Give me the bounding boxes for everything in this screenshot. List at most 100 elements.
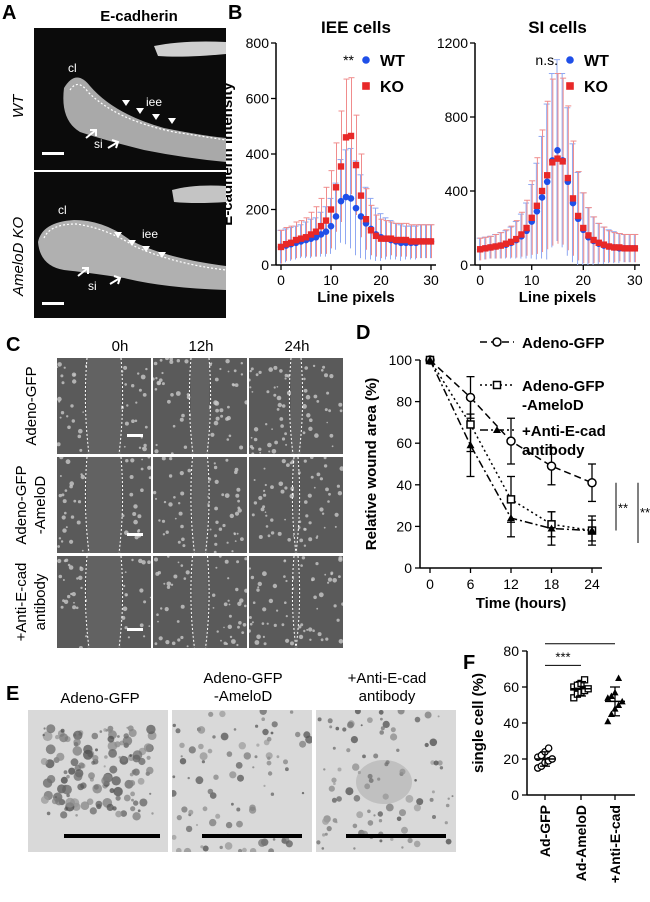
data-point-ko [412,238,420,245]
data-point-ko [427,238,435,245]
chart-si-cells: SI cells 0 400 800 1200 0 10 20 30 Line pixels n.s… [437,18,643,306]
data-point-ko [523,224,530,232]
col-header-12h: 12h [188,338,214,355]
significance-label: ** [618,501,628,516]
data-point-ko [559,158,566,165]
y-tick-label: 40 [503,715,519,731]
y-tick-label: 80 [396,394,412,410]
y-tick-label: 20 [396,518,412,534]
label-iee: iee [142,227,158,241]
label-cl: cl [58,203,67,217]
data-point-ko [422,238,430,245]
x-tick-label: 30 [627,272,643,288]
y-tick-label: 800 [246,35,270,51]
arrow-icon [85,129,97,139]
arrowheads [114,232,166,258]
wound-row-label-line: Adeno-GFP [13,465,30,545]
panel-a-row-label-wt: WT [10,94,27,118]
y-tick-label: 100 [389,352,413,368]
x-axis-label: Line pixels [317,289,395,306]
data-point-ko [590,236,597,244]
x-tick-label: 10 [524,272,540,288]
aggregate-image [172,710,312,852]
scale-bar [64,834,160,838]
panel-label-d: D [356,322,371,344]
legend-label: KO [584,79,608,96]
legend-marker [492,380,502,390]
y-tick-label: 80 [503,643,519,659]
data-point [426,356,434,363]
y-tick-label: 20 [503,751,519,767]
significance-label: *** [555,649,570,664]
x-tick-label: 24 [584,576,600,592]
data-point-wt [554,147,561,154]
wound-row-label-line: Adeno-GFP [23,366,40,446]
aggregate-image [28,710,168,852]
tooth-germ-ko: cl iee si [38,185,226,305]
data-point-ko [362,216,370,223]
data-point-ko [513,235,520,243]
y-tick-label: 0 [404,560,412,576]
data-point-wt [543,178,551,186]
x-tick-label: +Anti-E-cad [607,805,623,883]
data-point-ko [611,244,618,251]
data-point-ko [564,174,572,182]
x-tick-label: 0 [426,576,434,592]
legend-marker [493,426,501,433]
label-si: si [88,279,97,293]
data-point-ko [574,212,582,220]
data-point-ko [549,159,556,166]
wound-image [153,556,247,648]
y-axis-label: Relative wound area (%) [363,378,380,551]
aggregate-image [316,710,456,852]
wound-image [249,457,343,553]
significance-label: ** [640,505,650,520]
data-point-ko [502,240,510,247]
data-point-wt [533,208,541,215]
data-point-wt [352,204,360,212]
y-tick-label: 0 [511,787,519,803]
significance-label: *** [572,640,587,643]
legend-label: Adeno-GFP [522,335,605,352]
wound-row-label: +Anti-E-cad antibody [10,556,54,648]
x-axis-label: Line pixels [519,289,597,306]
chart-iee-cells: IEE cells 0 200 400 600 800 0 10 20 30 Line pixels… [226,18,439,306]
tooth-germ-wt: cl iee si [42,41,226,162]
data-point-wt [342,193,350,201]
caption-anti-ecad: +Anti-E-cad antibody [347,670,427,705]
scale-bar [127,533,143,536]
data-point-ko [337,163,345,170]
data-point-ko [482,245,489,252]
x-tick-label: 10 [323,272,339,288]
scale-bar [127,628,143,631]
data-point-ko [322,217,330,224]
wound-image [57,556,151,648]
data-point-wt [347,195,355,202]
scale-bar [42,152,64,155]
data-point-ko [317,222,325,230]
legend-label: KO [380,79,404,96]
data-point-ko [292,236,300,244]
data-point-ko [626,245,633,252]
scale-bar [127,434,143,437]
data-point-ko [342,134,350,141]
label-si: si [94,137,103,151]
data-point [546,461,557,471]
x-tick-label: 0 [476,272,484,288]
data-point [506,436,516,446]
significance-label: n.s. [535,52,558,68]
data-point-ko [332,184,340,191]
legend-marker [566,82,574,90]
data-point-wt [317,231,325,238]
legend-label: WT [584,53,609,70]
data-point [544,744,553,753]
scale-bar [202,834,302,838]
y-tick-label: 1200 [437,35,468,51]
data-point [588,526,596,534]
micrograph-ko: cl iee si [34,172,226,318]
x-tick-label: 0 [277,272,285,288]
legend-marker [566,56,574,64]
data-point-ko [487,244,494,251]
data-point-wt [332,213,340,220]
